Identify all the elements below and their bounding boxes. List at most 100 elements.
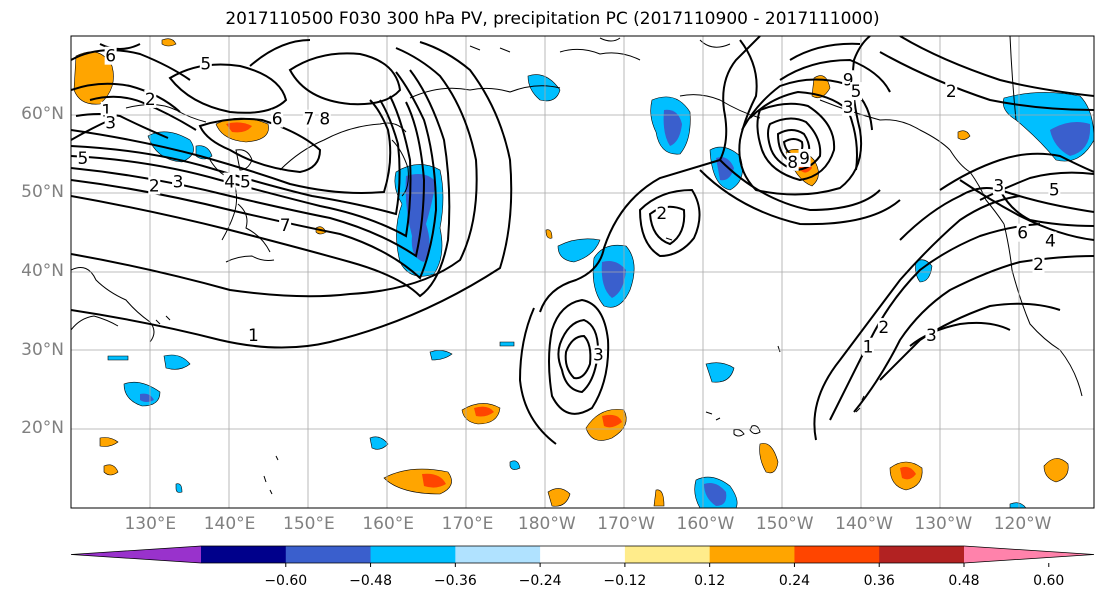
pv-contour-label: 5 (851, 82, 862, 102)
colorbar-segment (709, 546, 795, 563)
pv-contour-label: 6 (1017, 224, 1028, 244)
map-frame (70, 35, 1095, 509)
contour-label-bg (925, 325, 938, 344)
colorbar-tick-label: −0.24 (518, 573, 562, 589)
lon-tick-label: 140°W (835, 514, 893, 534)
pv-contour-label: 2 (149, 176, 160, 196)
contour-label-bg (877, 318, 890, 337)
pv-contour-label: 8 (319, 110, 330, 130)
contour-label-bg (223, 172, 236, 191)
lon-tick-label: 160°W (676, 514, 735, 534)
lon-tick-label: 170°E (441, 514, 494, 534)
lon-tick-label: 150°E (283, 514, 335, 534)
colorbar-extend-max (964, 546, 1094, 563)
contour-label-bg (798, 148, 811, 167)
colorbar-extend-min (71, 546, 201, 563)
pv-contour-label: 2 (656, 204, 667, 224)
colorbar-tick-label: −0.60 (264, 573, 308, 589)
islands (155, 45, 865, 495)
lat-tick-label: 30°N (21, 339, 64, 360)
pv-contour-label: 6 (272, 110, 283, 130)
pv-contour-label: 7 (303, 110, 314, 130)
contour-label-bg (1048, 180, 1061, 199)
colorbar-segment (879, 546, 965, 563)
colorbar-tick-label: 0.60 (1033, 573, 1065, 589)
colorbar-tick-label: −0.36 (433, 573, 477, 589)
contour-label-bg (786, 152, 799, 171)
contour-label-bg (247, 325, 260, 344)
contour-label-bg (76, 148, 89, 167)
colorbar-segment (370, 546, 456, 563)
lon-tick-label: 160°E (362, 514, 415, 534)
pv-contour-label: 2 (946, 82, 957, 102)
contour-label-bg (104, 46, 117, 65)
contour-label-bg (104, 113, 117, 132)
pv-contour-label: 5 (200, 55, 211, 75)
figure-title: 2017110500 F030 300 hPa PV, precipitatio… (225, 9, 880, 29)
contour-label-bg (1044, 231, 1057, 250)
colorbar (70, 545, 1095, 567)
lon-tick-label: 170°W (597, 514, 655, 534)
colorbar-tick-label: 0.48 (948, 573, 980, 589)
colorbar-segment (624, 546, 711, 563)
pv-contour-label: 3 (993, 176, 1004, 196)
lat-tick-label: 60°N (21, 103, 64, 124)
pv-contour-label: 2 (878, 318, 889, 338)
contour-label-bg (992, 176, 1005, 195)
colorbar-segment (794, 546, 880, 563)
colorbar-segment (455, 546, 541, 563)
lon-tick-label: 140°E (203, 514, 256, 534)
contour-label-bg (302, 109, 315, 128)
graticule (71, 36, 1094, 508)
contour-label-bg (945, 82, 958, 101)
contour-label-bg (1016, 223, 1029, 242)
lon-tick-label: 120°W (993, 514, 1052, 534)
lat-tick-label: 40°N (21, 261, 64, 281)
pv-contour-label: 2 (145, 90, 156, 110)
precip-negative-shading (107, 74, 1094, 508)
pv-contours (71, 36, 1094, 445)
pv-contour-label: 9 (843, 70, 854, 90)
contour-label-bg (279, 215, 292, 234)
pv-contour-label: 3 (173, 173, 184, 193)
pv-contour-label: 6 (105, 47, 116, 67)
pv-contour-label: 1 (863, 338, 874, 358)
lat-tick-label: 20°N (21, 418, 64, 439)
pv-contour-label: 3 (926, 326, 937, 346)
lat-tick-label: 50°N (21, 182, 64, 203)
pv-contour-label: 3 (843, 98, 854, 118)
pv-contour-label: 7 (280, 216, 291, 236)
pv-contour-label: 5 (1049, 180, 1060, 200)
colorbar-segment (285, 546, 372, 563)
pv-contour-label: 3 (593, 346, 604, 366)
contour-label-bg (850, 82, 863, 101)
colorbar-tick-label: 0.12 (694, 573, 726, 589)
colorbar-tick-label: 0.36 (863, 573, 895, 589)
pv-contour-label: 5 (240, 173, 251, 193)
pv-contour-label: 4 (224, 173, 235, 193)
contour-label-bg (148, 176, 161, 195)
contour-label-bg (144, 89, 157, 108)
contour-label-bg (655, 204, 668, 222)
pv-contour-label: 3 (105, 114, 116, 134)
contour-label-bg (1032, 255, 1045, 274)
colorbar-outline (70, 545, 1095, 564)
contour-label-bg (271, 109, 284, 128)
lon-tick-label: 180°W (517, 514, 576, 534)
contour-label-bg (172, 172, 185, 191)
lon-tick-label: 150°W (755, 514, 814, 534)
contour-label-bg (239, 172, 252, 191)
pv-contour-label: 8 (787, 153, 798, 173)
pv-contour-label: 4 (1045, 232, 1056, 252)
pv-contour-label: 1 (101, 102, 112, 122)
colorbar-tick-label: −0.48 (349, 573, 392, 589)
colorbar-segment (201, 546, 287, 563)
pv-contour-label: 1 (248, 326, 259, 346)
colorbar-tick-label: 0.24 (778, 573, 811, 589)
contour-label-bg (861, 337, 874, 356)
lon-tick-label: 130°E (124, 514, 177, 534)
colorbar-tick-label: −0.12 (603, 573, 647, 589)
contour-label-bg (842, 97, 855, 116)
